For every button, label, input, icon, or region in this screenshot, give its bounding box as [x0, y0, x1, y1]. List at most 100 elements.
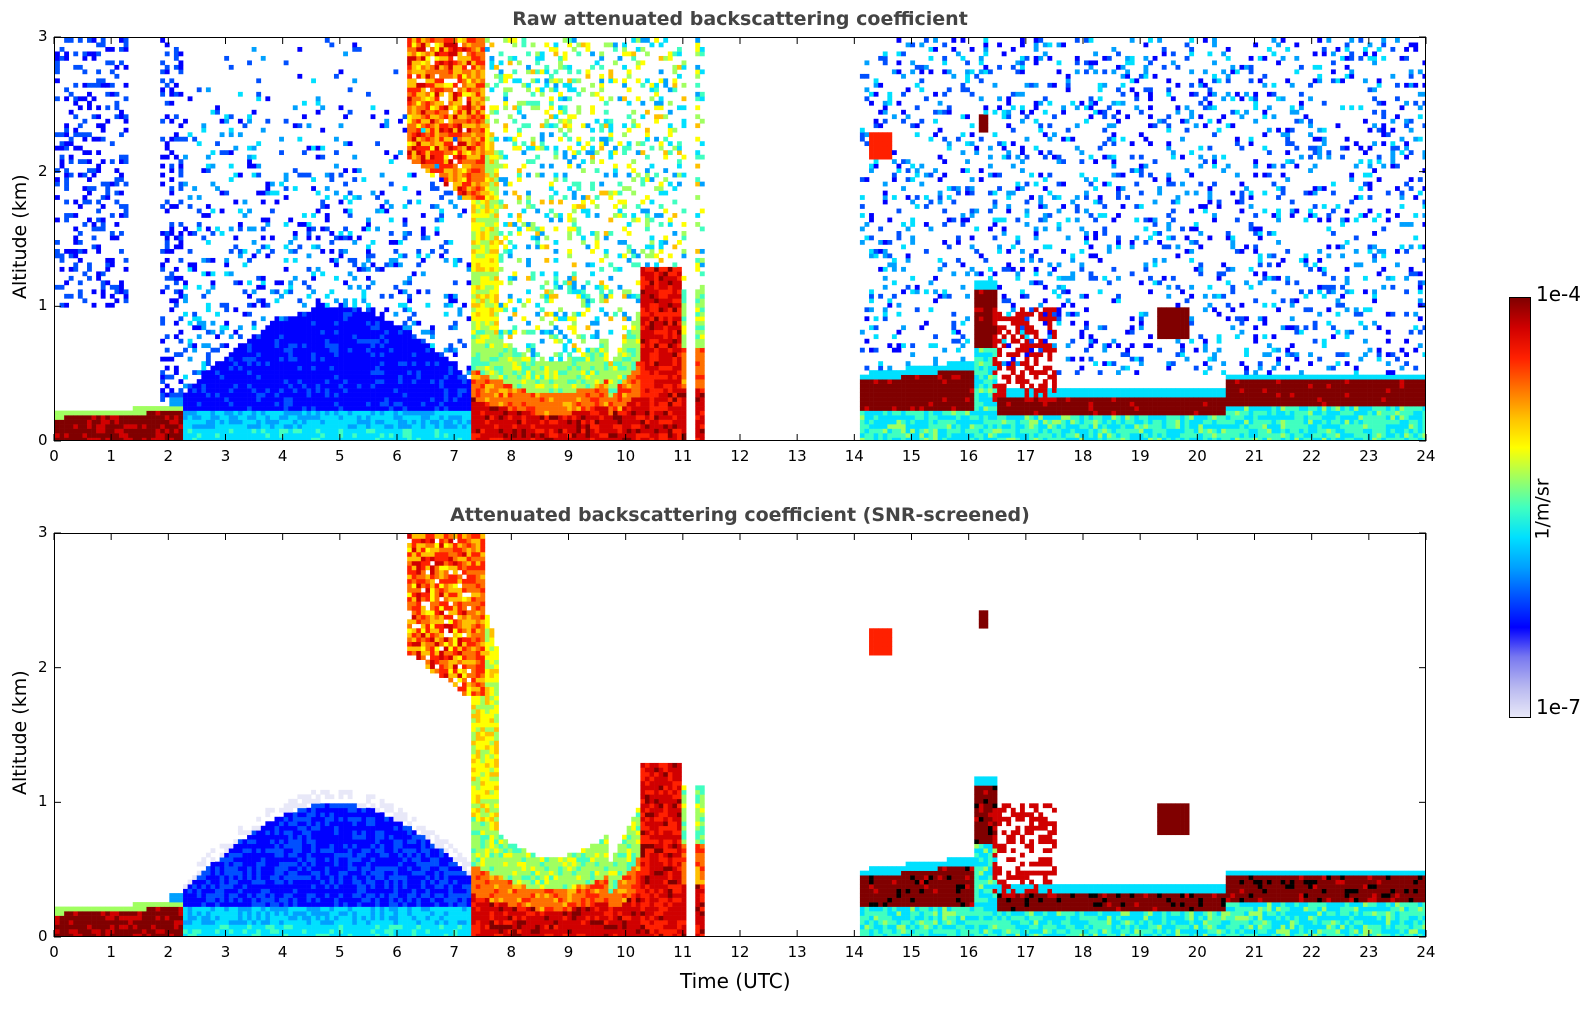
heatmap-cell: [576, 204, 582, 209]
heatmap-cell: [480, 168, 486, 173]
heatmap-cell: [91, 415, 97, 420]
heatmap-cell: [283, 374, 289, 380]
heatmap-cell: [247, 419, 252, 425]
heatmap-cell: [420, 231, 426, 236]
heatmap-cell: [416, 118, 422, 124]
heatmap-cell: [260, 437, 266, 440]
heatmap-cell: [512, 325, 518, 331]
heatmap-cell: [73, 415, 79, 420]
heatmap-cell: [471, 231, 477, 236]
heatmap-cell: [279, 356, 284, 362]
heatmap-cell: [283, 356, 289, 362]
heatmap-cell: [196, 401, 202, 407]
heatmap-cell: [68, 213, 74, 218]
heatmap-cell: [311, 352, 316, 358]
heatmap-cell: [411, 406, 417, 411]
heatmap-cell: [466, 73, 472, 79]
heatmap-cell: [301, 172, 307, 178]
heatmap-cell: [228, 356, 234, 362]
heatmap-cell: [548, 123, 554, 129]
heatmap-cell: [475, 114, 481, 120]
heatmap-cell: [489, 177, 495, 182]
heatmap-cell: [457, 51, 463, 57]
heatmap-cell: [516, 145, 522, 151]
heatmap-cell: [489, 163, 495, 169]
heatmap-cell: [626, 163, 632, 169]
heatmap-cell: [484, 437, 490, 440]
heatmap-cell: [558, 419, 563, 425]
heatmap-cell: [329, 410, 335, 416]
heatmap-cell: [68, 172, 74, 178]
heatmap-cell: [370, 190, 376, 196]
heatmap-cell: [640, 356, 646, 362]
heatmap-cell: [338, 401, 344, 407]
heatmap-cell: [96, 437, 102, 440]
heatmap-cell: [516, 401, 522, 407]
heatmap-cell: [484, 231, 490, 236]
heatmap-cell: [594, 150, 600, 156]
heatmap-cell: [82, 424, 88, 429]
heatmap-cell: [361, 352, 367, 358]
heatmap-cell: [169, 118, 175, 124]
heatmap-cell: [430, 168, 435, 173]
heatmap-cell: [251, 240, 257, 245]
heatmap-cell: [612, 163, 618, 169]
heatmap-cell: [590, 145, 595, 151]
heatmap-cell: [480, 262, 486, 268]
heatmap-cell: [237, 91, 243, 97]
heatmap-cell: [169, 428, 175, 434]
heatmap-cell: [228, 424, 234, 429]
heatmap-cell: [164, 347, 170, 353]
heatmap-cell: [635, 392, 641, 398]
heatmap-cell: [466, 280, 472, 286]
heatmap-cell: [512, 365, 518, 371]
heatmap-cell: [448, 177, 454, 182]
heatmap-cell: [475, 253, 481, 259]
heatmap-cell: [64, 177, 70, 182]
heatmap-cell: [411, 69, 417, 75]
heatmap-cell: [631, 361, 637, 366]
heatmap-cell: [516, 428, 522, 434]
heatmap-cell: [338, 172, 344, 178]
heatmap-cell: [297, 356, 303, 362]
heatmap-cell: [343, 338, 348, 344]
heatmap-cell: [269, 397, 275, 402]
heatmap-cell: [452, 145, 458, 151]
heatmap-cell: [411, 428, 417, 434]
heatmap-cell: [315, 419, 321, 425]
heatmap-cell: [567, 415, 573, 420]
heatmap-cell: [311, 329, 316, 335]
heatmap-cell: [617, 370, 623, 375]
heatmap-cell: [160, 419, 166, 425]
heatmap-cell: [160, 370, 166, 375]
heatmap-cell: [516, 109, 522, 115]
heatmap-cell: [279, 150, 284, 156]
heatmap-cell: [173, 302, 179, 308]
heatmap-cell: [494, 280, 499, 286]
heatmap-cell: [64, 199, 70, 205]
heatmap-cell: [205, 352, 211, 358]
heatmap-cell: [544, 392, 550, 398]
heatmap-cell: [631, 388, 637, 393]
heatmap-cell: [475, 55, 481, 61]
heatmap-cell: [571, 437, 577, 440]
heatmap-cell: [425, 370, 431, 375]
heatmap-cell: [640, 424, 646, 429]
heatmap-cell: [457, 428, 463, 434]
heatmap-cell: [201, 325, 207, 331]
heatmap-cell: [494, 392, 499, 398]
heatmap-cell: [430, 356, 435, 362]
heatmap-cell: [169, 298, 175, 304]
heatmap-cell: [562, 424, 568, 429]
heatmap-cell: [411, 343, 417, 349]
heatmap-cell: [265, 401, 271, 407]
heatmap-cell: [443, 109, 449, 115]
heatmap-cell: [640, 307, 646, 313]
heatmap-cell: [516, 105, 522, 111]
heatmap-cell: [521, 302, 527, 308]
heatmap-cell: [544, 370, 550, 375]
heatmap-cell: [55, 78, 60, 84]
heatmap-cell: [452, 51, 458, 57]
heatmap-cell: [608, 136, 614, 142]
heatmap-cell: [439, 365, 445, 371]
